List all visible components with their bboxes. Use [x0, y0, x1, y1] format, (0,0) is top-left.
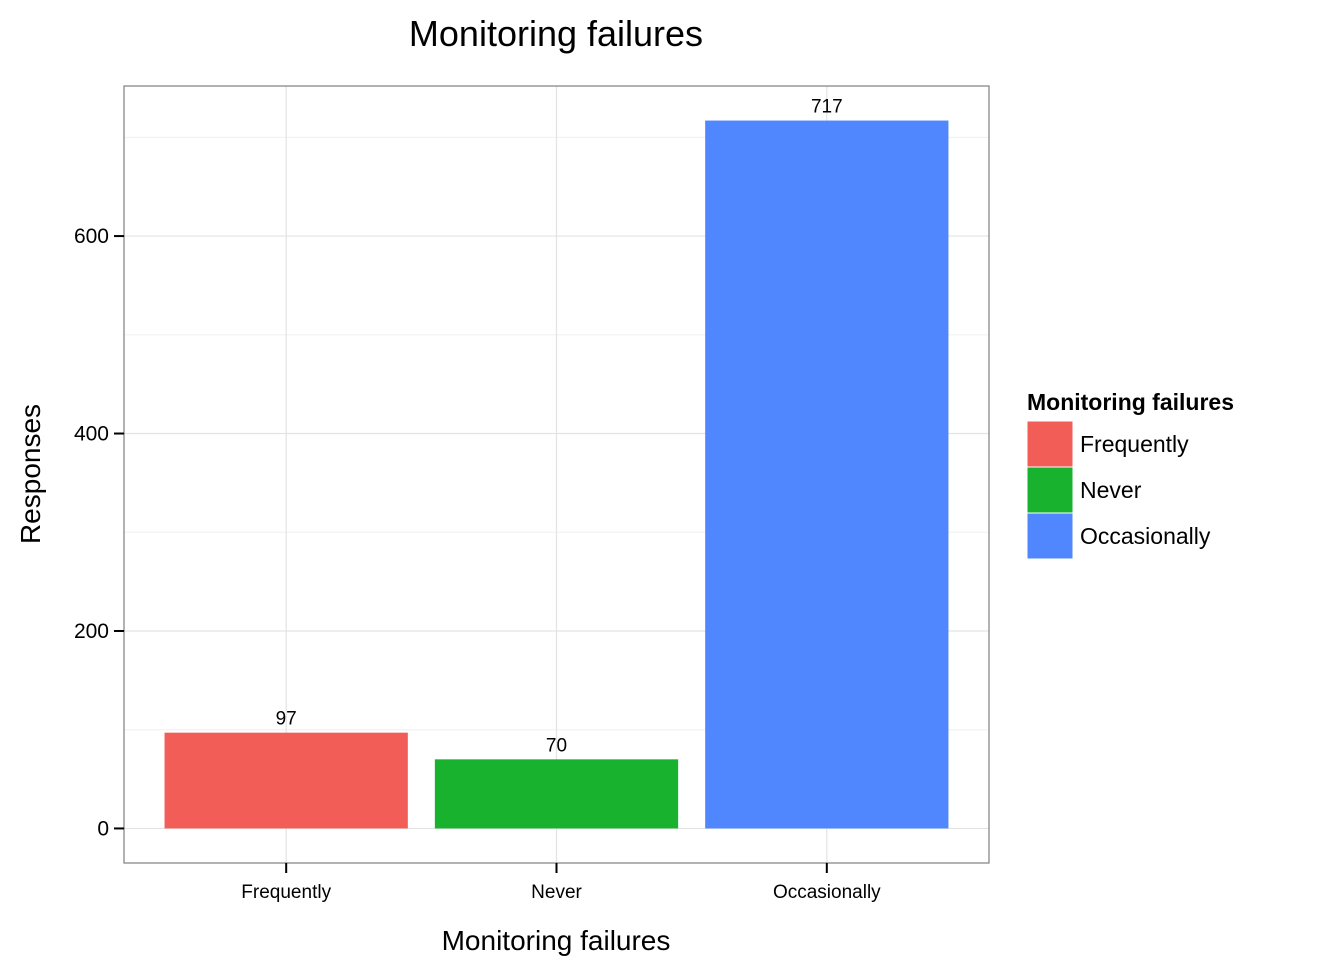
x-axis-title: Monitoring failures: [442, 925, 671, 956]
y-tick-label: 0: [97, 817, 109, 840]
legend-key: [1026, 420, 1074, 468]
legend-key: [1026, 512, 1074, 560]
y-tick-label: 600: [74, 225, 109, 248]
y-axis-title: Responses: [15, 404, 46, 544]
legend-key: [1026, 466, 1074, 514]
data-label: 70: [546, 735, 567, 756]
chart-title: Monitoring failures: [409, 13, 703, 54]
legend: Monitoring failures Frequently Never Occas…: [1026, 389, 1234, 560]
y-tick-label: 400: [74, 423, 109, 446]
bar-frequently: [164, 732, 408, 829]
data-label: 717: [811, 97, 843, 118]
x-tick-label: Frequently: [241, 882, 331, 903]
x-tick-label: Occasionally: [773, 882, 881, 903]
bars: [164, 120, 949, 829]
x-tick-label: Never: [531, 882, 582, 903]
x-axis: Frequently Never Occasionally: [241, 863, 881, 903]
legend-title: Monitoring failures: [1027, 389, 1234, 415]
data-label: 97: [276, 709, 297, 730]
legend-label: Never: [1080, 477, 1142, 503]
legend-label: Occasionally: [1080, 523, 1211, 549]
y-axis: 0 200 400 600: [74, 225, 124, 840]
legend-label: Frequently: [1080, 431, 1189, 457]
bar-occasionally: [705, 120, 949, 829]
y-tick-label: 200: [74, 620, 109, 643]
data-labels: 97 70 717: [276, 97, 843, 757]
bar-never: [434, 759, 679, 829]
